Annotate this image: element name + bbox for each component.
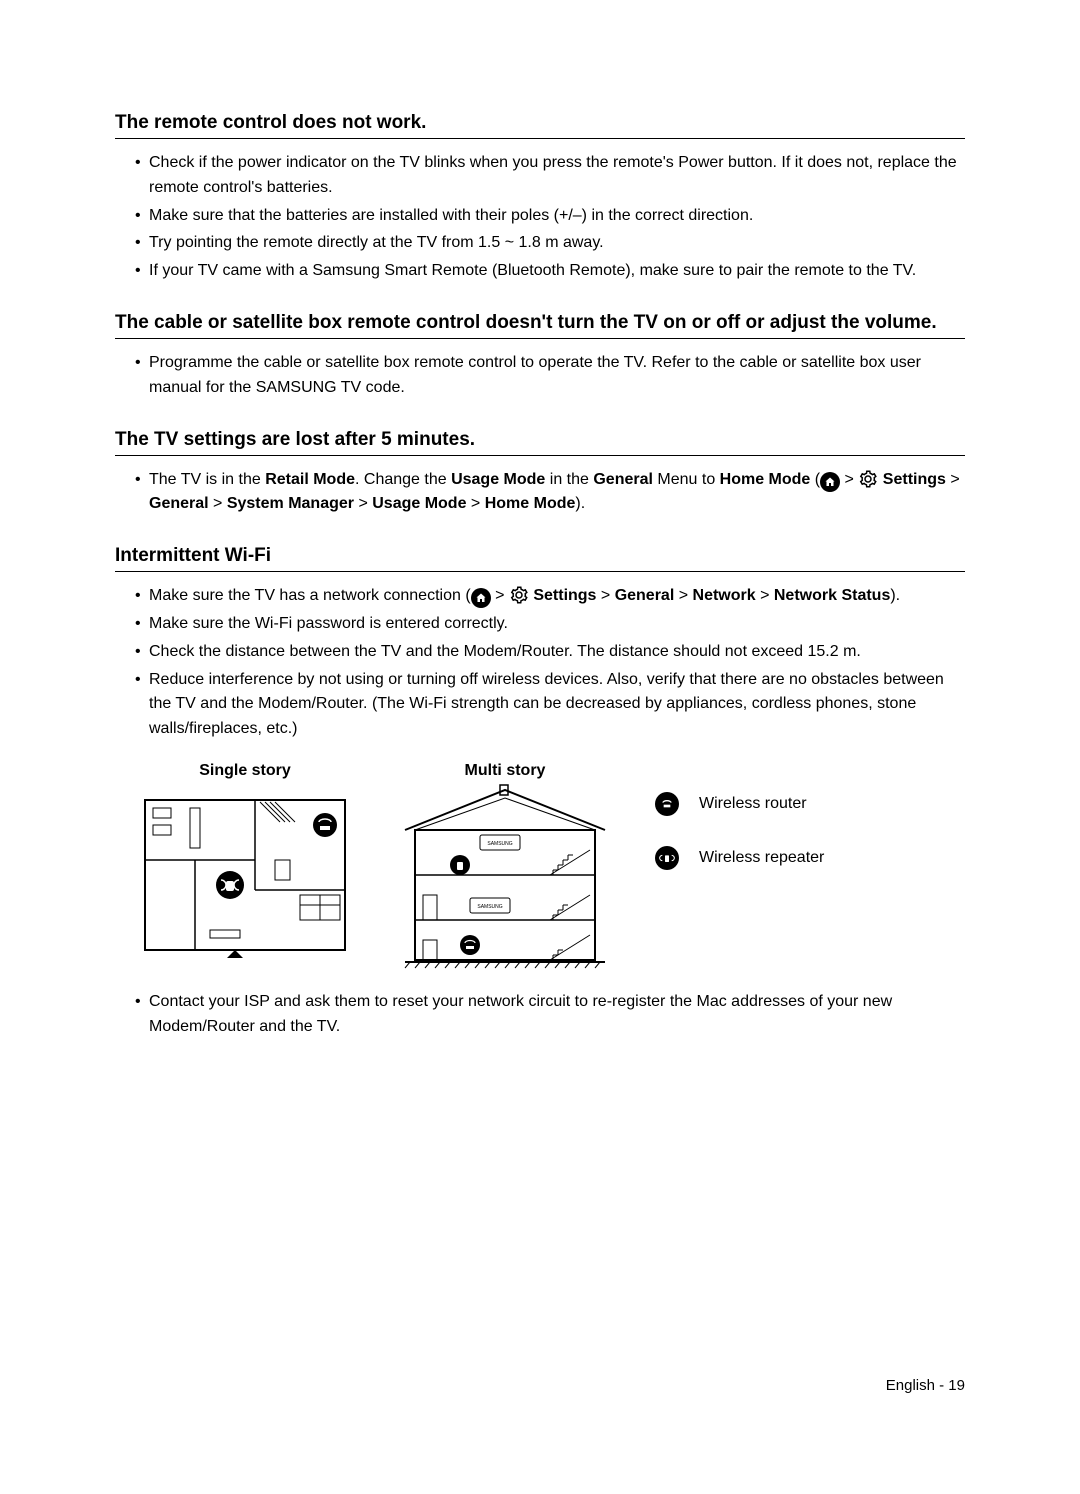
text: ).: [575, 495, 585, 512]
text-bold: Home Mode: [720, 471, 811, 488]
home-icon: [471, 588, 491, 608]
list-item: Check the distance between the TV and th…: [135, 640, 965, 665]
text-bold: Settings: [878, 471, 946, 488]
diagram-multi-story: Multi story: [395, 762, 615, 960]
section-heading-settings: The TV settings are lost after 5 minutes…: [115, 429, 965, 456]
section-heading-wifi: Intermittent Wi-Fi: [115, 545, 965, 572]
repeater-icon: [655, 846, 679, 870]
list-item: Check if the power indicator on the TV b…: [135, 151, 965, 201]
list-cable: Programme the cable or satellite box rem…: [115, 351, 965, 401]
house-illustration: SAMSUNG SAMSUNG: [395, 790, 615, 960]
list-item: If your TV came with a Samsung Smart Rem…: [135, 259, 965, 284]
text-bold: System Manager: [227, 495, 354, 512]
list-item: The TV is in the Retail Mode. Change the…: [135, 468, 965, 518]
svg-text:SAMSUNG: SAMSUNG: [477, 904, 502, 910]
section-heading-cable: The cable or satellite box remote contro…: [115, 312, 965, 339]
list-item: Contact your ISP and ask them to reset y…: [135, 990, 965, 1040]
gear-icon: [509, 585, 529, 605]
list-item: Make sure the Wi-Fi password is entered …: [135, 612, 965, 637]
text-bold: Usage Mode: [451, 471, 545, 488]
text-bold: Usage Mode: [372, 495, 466, 512]
text-bold: General: [593, 471, 653, 488]
gear-icon: [858, 469, 878, 489]
text: . Change the: [355, 471, 451, 488]
svg-text:SAMSUNG: SAMSUNG: [487, 841, 512, 847]
text-bold: General: [149, 495, 209, 512]
text-bold: General: [615, 587, 675, 604]
text-bold: Settings: [529, 587, 597, 604]
home-icon: [820, 472, 840, 492]
list-wifi-contd: Contact your ISP and ask them to reset y…: [115, 990, 965, 1040]
legend-row-repeater: Wireless repeater: [655, 846, 824, 870]
diagram-single-story: Single story: [135, 762, 355, 960]
diagram-title: Multi story: [395, 762, 615, 780]
text: (: [810, 471, 820, 488]
section-heading-remote: The remote control does not work.: [115, 112, 965, 139]
floorplan-illustration: [135, 790, 355, 960]
diagram-row: Single story: [135, 762, 965, 960]
legend-label: Wireless repeater: [699, 849, 824, 867]
list-settings: The TV is in the Retail Mode. Change the…: [115, 468, 965, 518]
page-footer: English - 19: [886, 1377, 965, 1394]
list-item: Try pointing the remote directly at the …: [135, 231, 965, 256]
diagram-title: Single story: [135, 762, 355, 780]
text: Make sure the TV has a network connectio…: [149, 587, 471, 604]
legend-row-router: Wireless router: [655, 792, 824, 816]
list-remote: Check if the power indicator on the TV b…: [115, 151, 965, 284]
list-item: Make sure that the batteries are install…: [135, 204, 965, 229]
diagram-legend: Wireless router Wireless repeater: [655, 762, 824, 870]
text: The TV is in the: [149, 471, 265, 488]
list-item: Reduce interference by not using or turn…: [135, 668, 965, 742]
text: Menu to: [653, 471, 720, 488]
text-bold: Home Mode: [485, 495, 576, 512]
router-icon: [655, 792, 679, 816]
text-bold: Retail Mode: [265, 471, 355, 488]
text: ).: [890, 587, 900, 604]
text: in the: [545, 471, 593, 488]
list-wifi: Make sure the TV has a network connectio…: [115, 584, 965, 742]
list-item: Make sure the TV has a network connectio…: [135, 584, 965, 609]
text-bold: Network: [693, 587, 756, 604]
list-item: Programme the cable or satellite box rem…: [135, 351, 965, 401]
text-bold: Network Status: [774, 587, 890, 604]
legend-label: Wireless router: [699, 795, 807, 813]
